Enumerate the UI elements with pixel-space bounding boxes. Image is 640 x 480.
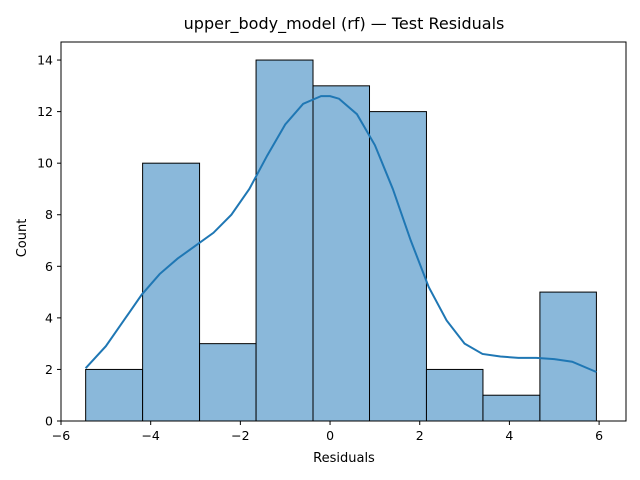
plot-frame [60,41,627,422]
y-tick-label: 2 [45,362,53,377]
histogram-bar-2 [199,343,257,422]
y-tick-label: 14 [37,53,53,68]
x-tick-label: 2 [416,428,424,443]
y-tick-label: 10 [37,156,53,171]
chart-title: upper_body_model (rf) — Test Residuals [184,14,505,34]
kde-curve [84,95,597,373]
y-tick-label: 12 [37,104,53,119]
y-axis-ticks: 0 2 4 6 8 10 12 14 [37,53,61,429]
histogram-bar-7 [482,394,541,422]
histogram-bar-6 [425,368,484,422]
histogram-bar-4 [312,85,371,422]
x-tick-label: 0 [326,428,334,443]
x-tick-label: 4 [505,428,513,443]
histogram-bar-1 [142,162,201,422]
histogram-bar-3 [255,59,314,422]
histogram-bar-8 [539,291,597,422]
histogram-bars [85,59,597,422]
x-tick-label: −4 [141,428,159,443]
y-tick-label: 8 [45,207,53,222]
y-tick-label: 0 [45,414,53,429]
y-tick-label: 4 [45,310,53,325]
x-tick-label: −2 [231,428,249,443]
x-axis-label: Residuals [313,451,375,466]
histogram-bar-5 [369,111,427,422]
x-axis-ticks: −6 −4 −2 0 2 4 6 [52,421,603,443]
x-tick-label: −6 [52,428,70,443]
x-tick-label: 6 [595,428,603,443]
histogram-bar-0 [85,368,144,422]
y-axis-label: Count [15,219,30,258]
y-tick-label: 6 [45,259,53,274]
